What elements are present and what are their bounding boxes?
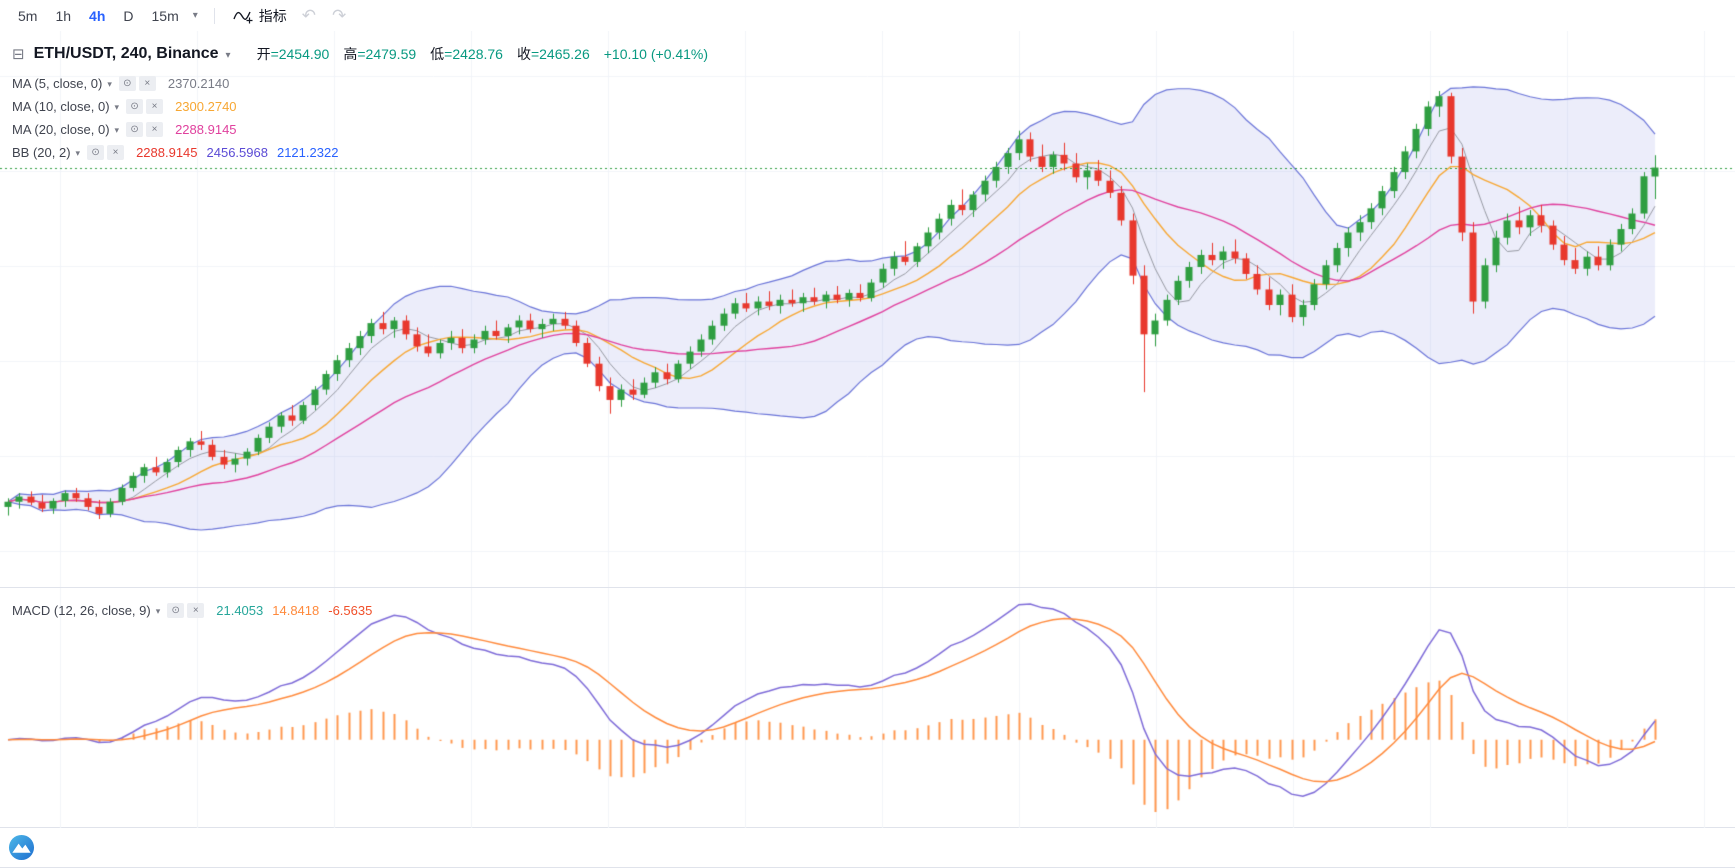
indicator-value: 2288.9145: [136, 145, 198, 160]
eye-icon[interactable]: ⊙: [126, 99, 144, 114]
macd-panel: MACD (12, 26, close, 9) ▾ ⊙ × 21.4053 14…: [0, 587, 1735, 828]
indicator-curve-icon: [233, 11, 253, 23]
eye-icon[interactable]: ⊙: [126, 122, 144, 137]
indicator-value: 2288.9145: [175, 122, 237, 137]
main-chart-canvas[interactable]: [0, 31, 1735, 587]
legend-label[interactable]: BB (20, 2): [12, 145, 71, 160]
legend-label[interactable]: MA (10, close, 0): [12, 99, 110, 114]
collapse-icon[interactable]: ⊟: [12, 46, 25, 63]
legend-label[interactable]: MA (5, close, 0): [12, 76, 103, 91]
timeframe-4h[interactable]: 4h: [81, 5, 113, 27]
indicator-value: 2121.2322: [276, 145, 339, 160]
chevron-down-icon[interactable]: ▾: [155, 606, 161, 616]
symbol-title[interactable]: ETH/USDT, 240, Binance: [33, 45, 219, 62]
indicators-label: 指标: [258, 7, 287, 24]
indicator-value: 14.8418: [272, 603, 320, 618]
ohlc-readout: 开=2454.90 高=2479.59 低=2428.76 收=2465.26 …: [257, 44, 708, 64]
indicators-button[interactable]: 指标: [227, 3, 293, 29]
legend-bb: BB (20, 2) ▾ ⊙ × 2288.9145 2456.5968 212…: [12, 142, 708, 163]
ohlc-close: 收=2465.26: [516, 46, 590, 62]
timeframe-5m[interactable]: 5m: [10, 5, 45, 27]
indicator-value: -6.5635: [328, 603, 373, 618]
timeframe-d[interactable]: D: [115, 5, 141, 27]
legend-ma5: MA (5, close, 0) ▾ ⊙ × 2370.2140: [12, 73, 708, 94]
indicator-value: 21.4053: [216, 603, 264, 618]
chevron-down-icon[interactable]: ▾: [225, 49, 231, 61]
close-icon[interactable]: ×: [107, 145, 125, 160]
undo-icon[interactable]: ↶: [295, 6, 323, 26]
close-icon[interactable]: ×: [187, 603, 205, 618]
indicator-value: 2456.5968: [206, 145, 268, 160]
chevron-down-icon[interactable]: ▾: [114, 125, 120, 135]
chart-header-overlay: ⊟ ETH/USDT, 240, Binance ▾ 开=2454.90 高=2…: [12, 41, 708, 165]
platform-logo[interactable]: [8, 834, 35, 861]
eye-icon[interactable]: ⊙: [118, 76, 136, 91]
timeframe-15m[interactable]: 15m: [144, 5, 187, 27]
legend-label[interactable]: MA (20, close, 0): [12, 122, 110, 137]
chevron-down-icon[interactable]: ▾: [75, 148, 81, 158]
symbol-row: ⊟ ETH/USDT, 240, Binance ▾ 开=2454.90 高=2…: [12, 41, 708, 67]
legend-macd: MACD (12, 26, close, 9) ▾ ⊙ × 21.4053 14…: [12, 600, 372, 621]
toolbar: 5m 1h 4h D 15m ▾ 指标 ↶ ↷: [0, 0, 1735, 31]
legend-label[interactable]: MACD (12, 26, close, 9): [12, 603, 151, 618]
ohlc-high: 高=2479.59: [343, 46, 417, 62]
redo-icon[interactable]: ↷: [325, 6, 353, 26]
toolbar-separator: [213, 7, 215, 24]
eye-icon[interactable]: ⊙: [87, 145, 105, 160]
legend-ma20: MA (20, close, 0) ▾ ⊙ × 2288.9145: [12, 119, 708, 140]
macd-canvas[interactable]: [0, 588, 1735, 828]
close-icon[interactable]: ×: [146, 122, 164, 137]
main-chart-panel: ⊟ ETH/USDT, 240, Binance ▾ 开=2454.90 高=2…: [0, 31, 1735, 587]
ohlc-open: 开=2454.90: [256, 46, 330, 62]
close-icon[interactable]: ×: [146, 99, 164, 114]
indicator-value: 2300.2740: [175, 99, 237, 114]
close-icon[interactable]: ×: [138, 76, 156, 91]
bottom-bar: [0, 827, 1735, 868]
macd-legend-overlay: MACD (12, 26, close, 9) ▾ ⊙ × 21.4053 14…: [12, 600, 372, 623]
timeframe-1h[interactable]: 1h: [47, 5, 79, 27]
change-readout: +10.10 (+0.41%): [603, 46, 709, 62]
chevron-down-icon[interactable]: ▾: [192, 10, 198, 21]
indicator-value: 2370.2140: [167, 76, 230, 91]
chevron-down-icon[interactable]: ▾: [114, 102, 120, 112]
eye-icon[interactable]: ⊙: [167, 603, 185, 618]
ohlc-low: 低=2428.76: [430, 46, 503, 62]
legend-ma10: MA (10, close, 0) ▾ ⊙ × 2300.2740: [12, 96, 708, 117]
chevron-down-icon[interactable]: ▾: [107, 79, 112, 89]
